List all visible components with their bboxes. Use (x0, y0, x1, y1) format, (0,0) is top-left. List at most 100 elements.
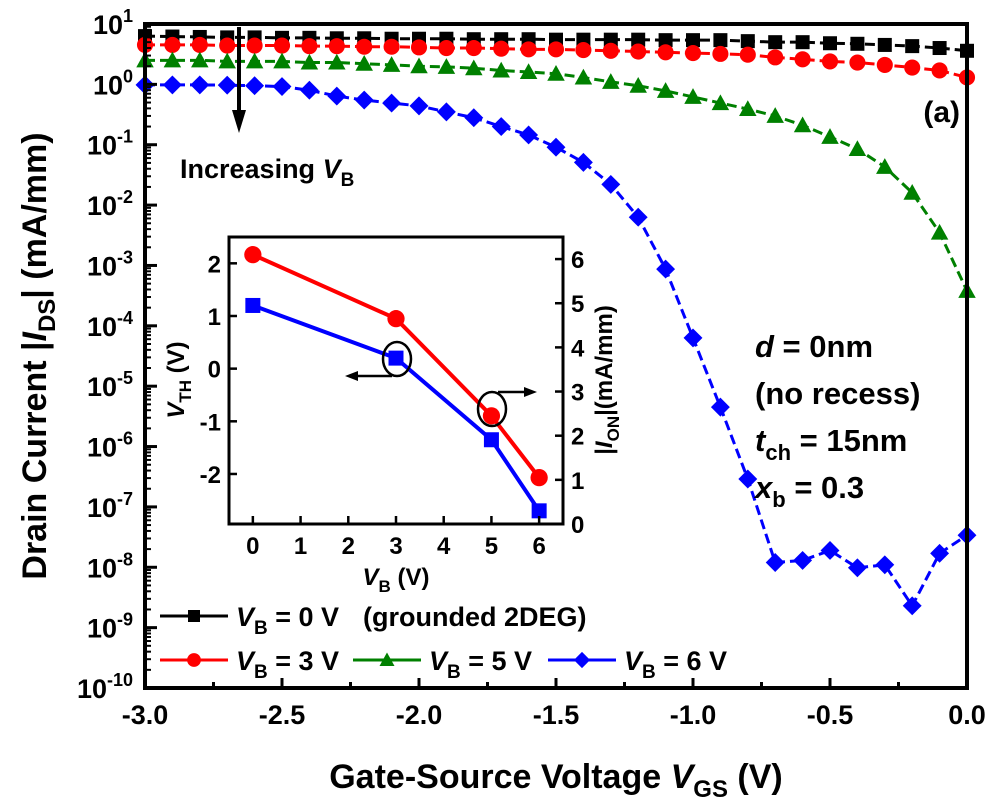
data-point (492, 61, 510, 78)
data-point (931, 62, 948, 79)
data-point (382, 56, 401, 72)
data-point (219, 37, 236, 54)
data-point (575, 42, 592, 59)
y-tick-label: 10-7 (87, 489, 133, 523)
data-point (356, 38, 373, 55)
inset-left-tick-label: 0 (208, 357, 221, 384)
inset-series-line (252, 303, 541, 512)
data-point (930, 543, 950, 563)
inset-left-axis-indicator-ellipse (381, 340, 413, 378)
data-point (300, 53, 319, 70)
data-point (464, 108, 484, 128)
inset-x-tick-label: 4 (437, 533, 451, 560)
data-point (438, 39, 455, 57)
data-point (630, 43, 647, 60)
legend-label: VB = 3 V (236, 646, 339, 683)
inset-x-axis-title: VB (V) (363, 564, 430, 596)
device-parameters: d = 0nm (no recess) tch = 15nm xb = 0.3 (753, 329, 920, 512)
data-point (355, 54, 373, 71)
inset-series-line (252, 252, 541, 479)
inset-right-tick-label: 6 (571, 247, 584, 274)
legend-item: VB = 0 V (grounded 2DEG) (160, 602, 587, 639)
data-point (602, 42, 619, 59)
inset-right-axis-title: |ION|(mA/mm) (591, 305, 623, 455)
inset-right-axis-arrow-head (524, 387, 537, 397)
inset-x-tick-label: 1 (294, 533, 307, 560)
data-point (657, 44, 674, 61)
inset-background (229, 237, 563, 524)
inset-data-point (530, 469, 548, 487)
inset-right-tick-label: 4 (571, 335, 585, 362)
data-point (218, 52, 236, 69)
data-point (328, 53, 346, 70)
inset-left-tick-label: 2 (208, 251, 221, 278)
x-tick-label: 0.0 (948, 700, 986, 730)
data-point (327, 86, 347, 106)
inset-x-tick-label: 3 (389, 533, 402, 560)
inset-series-ion (244, 246, 548, 487)
x-tick-label: -2.5 (259, 700, 306, 730)
data-point (573, 152, 593, 172)
y-tick-label: 10-4 (87, 308, 133, 342)
inset-right-tick-label: 5 (571, 291, 584, 318)
data-point (876, 56, 893, 73)
data-point (821, 128, 839, 144)
inset-series-vth (245, 297, 547, 519)
y-tick-label: 100 (93, 66, 133, 100)
data-point (382, 93, 402, 113)
data-point (547, 64, 565, 81)
x-tick-label: -1.5 (533, 700, 580, 730)
data-point (383, 38, 400, 55)
y-tick-label: 10-1 (87, 127, 133, 161)
data-point (766, 107, 784, 123)
inset-x-tick-label: 5 (485, 533, 498, 560)
data-point (875, 555, 895, 575)
data-point (164, 36, 181, 53)
data-point (628, 207, 648, 227)
data-point (163, 51, 182, 68)
increasing-arrow-head (232, 110, 246, 133)
data-point (902, 596, 922, 616)
increasing-vb-label: Increasing VB (180, 154, 354, 191)
data-point (162, 75, 182, 95)
data-point (354, 90, 374, 110)
data-point (656, 82, 675, 98)
legend-marker (188, 610, 200, 622)
data-point (273, 37, 291, 54)
data-point (793, 116, 812, 133)
data-point (905, 39, 920, 54)
param-line: tch = 15nm (755, 423, 907, 465)
data-point (713, 33, 728, 48)
data-point (519, 125, 539, 145)
legend-marker (187, 653, 201, 667)
inset-right-tick-label: 2 (571, 424, 584, 451)
data-point (328, 38, 345, 55)
legend-label: VB = 0 V (grounded 2DEG) (236, 602, 587, 639)
data-point (683, 328, 703, 348)
legend: VB = 0 V (grounded 2DEG) VB = 3 V VB = 5 V V… (160, 602, 727, 683)
legend-label: VB = 6 V (624, 646, 727, 683)
data-point (903, 184, 921, 200)
data-point (299, 80, 319, 100)
data-point (246, 37, 263, 54)
y-tick-label: 10-5 (87, 368, 133, 402)
y-tick-label: 10-6 (87, 429, 133, 463)
data-point (602, 73, 620, 89)
data-point (493, 40, 510, 57)
data-point (849, 54, 866, 71)
data-point (603, 32, 618, 47)
inset-data-point (388, 350, 404, 366)
inset-data-point (531, 503, 547, 519)
inset-right-tick-label: 0 (571, 512, 584, 539)
data-point (272, 77, 292, 96)
inset-data-point (245, 297, 261, 313)
data-point (821, 53, 839, 70)
data-point (793, 550, 813, 570)
data-point (711, 94, 730, 111)
data-point (686, 33, 700, 48)
data-point (877, 37, 892, 52)
data-point (491, 117, 511, 137)
inset-data-point (483, 432, 499, 448)
legend-item: VB = 5 V (353, 646, 532, 683)
